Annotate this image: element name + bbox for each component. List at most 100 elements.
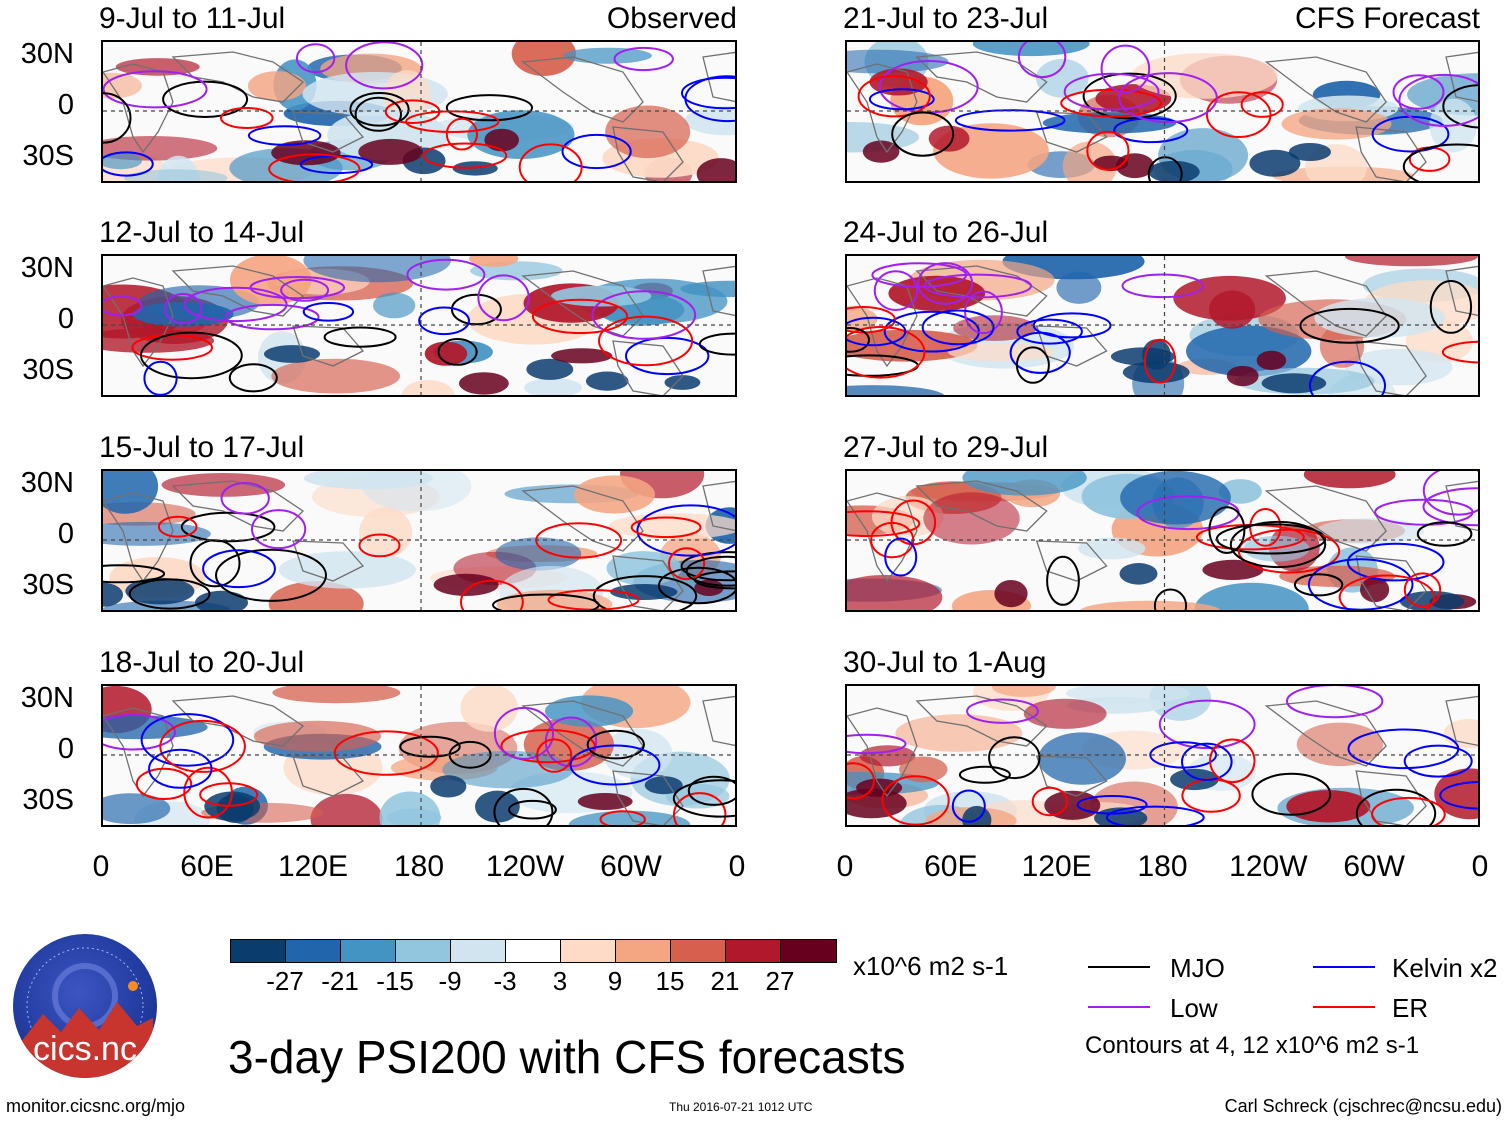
psi-anomaly-blob: [550, 285, 652, 307]
latitude-label: 0: [57, 89, 74, 121]
footer-url[interactable]: monitor.cicsnc.org/mjo: [6, 1096, 186, 1116]
wave-contour: [847, 733, 907, 755]
psi-anomaly-blob: [278, 551, 416, 589]
coastline: [702, 265, 735, 317]
map-panel: [845, 469, 1480, 612]
coastline: [702, 51, 735, 103]
wave-contour: [445, 94, 533, 122]
psi-anomaly-blob: [1036, 58, 1089, 98]
wave-contour: [508, 799, 557, 820]
wave-contour: [561, 133, 632, 170]
wave-contour: [847, 762, 875, 800]
psi-anomaly-blob: [923, 492, 1020, 545]
coastline: [1445, 265, 1478, 317]
colorbar-swatch: [781, 940, 836, 962]
map-panel: [845, 254, 1480, 397]
footer-timestamp: Thu 2016-07-21 1012 UTC: [669, 1100, 813, 1114]
psi-anomaly-blob: [1315, 518, 1425, 545]
coastline: [1035, 540, 1108, 582]
wave-contour: [1403, 572, 1442, 608]
wave-contour: [847, 316, 907, 347]
psi-anomaly-blob: [272, 686, 401, 704]
wave-contour: [345, 42, 424, 90]
colorbar-swatch: [341, 940, 396, 962]
coastline: [1355, 126, 1427, 181]
coastline: [103, 707, 174, 798]
wave-contour: [1416, 521, 1473, 547]
colorbar-swatch: [231, 940, 286, 962]
wave-contour: [1046, 555, 1080, 606]
panel-title: 30-Jul to 1-Aug: [843, 646, 1047, 679]
wave-contour: [847, 326, 926, 379]
logo-text: cics.nc: [33, 1030, 137, 1068]
psi-anomaly-core: [103, 582, 124, 607]
wave-contour: [658, 566, 735, 605]
wave-contour: [384, 99, 441, 124]
colorbar-tick-label: -9: [438, 966, 462, 996]
wave-contour: [183, 766, 233, 819]
coastline: [103, 492, 174, 583]
wave-contour: [1143, 338, 1177, 384]
psi-anomaly-blob: [895, 714, 1023, 752]
psi-anomaly-blob: [1296, 722, 1384, 766]
psi-anomaly-core: [696, 158, 735, 181]
psi-anomaly-blob: [1038, 732, 1126, 785]
footer-author: Carl Schreck (cjschrec@ncsu.edu): [1224, 1096, 1502, 1116]
psi-anomaly-core: [1202, 559, 1264, 580]
panel-title: 9-Jul to 11-Jul: [99, 2, 286, 35]
panel-source-label: Observed: [606, 2, 737, 35]
psi-anomaly-blob: [271, 358, 401, 394]
wave-contour: [143, 360, 178, 395]
wave-contour: [333, 730, 439, 776]
psi-anomaly-core: [1288, 143, 1331, 161]
wave-contour: [1031, 786, 1069, 817]
psi-anomaly-blob: [847, 122, 920, 153]
wave-contour: [1429, 280, 1473, 334]
colorbar-swatch: [506, 940, 561, 962]
coastline: [103, 277, 174, 368]
wave-contour: [1215, 523, 1327, 555]
wave-contour: [128, 578, 211, 610]
wave-contour: [1208, 506, 1246, 554]
coastline: [103, 63, 174, 154]
psi-anomaly-core: [1170, 768, 1219, 791]
wave-contour: [680, 551, 735, 582]
psi-anomaly-blob: [247, 71, 307, 101]
wave-contour: [531, 298, 629, 335]
wave-contour: [103, 295, 143, 317]
wave-contour: [1286, 686, 1384, 719]
coastline: [1264, 700, 1387, 767]
coastline: [1035, 325, 1108, 367]
psi-anomaly-blob: [103, 471, 159, 514]
wave-contour: [1086, 130, 1130, 171]
wave-contour: [1398, 73, 1478, 127]
wave-contour: [164, 293, 203, 325]
coastline: [171, 51, 305, 103]
wave-contour: [1063, 72, 1160, 111]
wave-contour: [1229, 520, 1327, 569]
longitude-label: 60E: [180, 850, 234, 883]
coastline: [702, 695, 735, 747]
wave-contour: [140, 331, 243, 380]
psi-anomaly-blob: [574, 475, 655, 514]
psi-anomaly-blob: [1078, 537, 1146, 560]
logo-graphic: [13, 947, 153, 1078]
wave-contour: [460, 579, 524, 610]
wave-contour: [1309, 360, 1386, 395]
wave-contour: [1422, 487, 1478, 527]
wave-contour: [220, 107, 274, 129]
legend-line-mjo: [1088, 966, 1150, 968]
wave-contour: [228, 363, 278, 393]
psi-anomaly-blob: [1434, 768, 1478, 820]
wave-contour: [183, 286, 288, 323]
coastline: [847, 63, 918, 154]
wave-contour: [1299, 307, 1400, 344]
coastline: [171, 695, 305, 747]
coastline: [1035, 755, 1108, 797]
colorbar-tick-label: 27: [765, 966, 795, 996]
psi-anomaly-blob: [524, 378, 583, 395]
wave-contour: [868, 88, 935, 111]
coastline: [1264, 485, 1387, 552]
wave-contour: [1251, 772, 1332, 816]
wave-contour: [349, 92, 410, 127]
